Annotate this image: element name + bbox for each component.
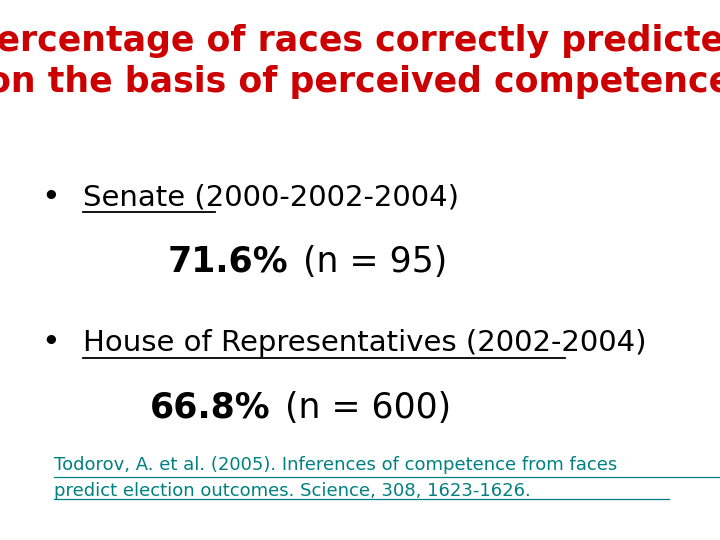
Text: •: •: [41, 181, 60, 213]
Text: Todorov, A. et al. (2005). Inferences of competence from faces
predict election : Todorov, A. et al. (2005). Inferences of…: [54, 456, 617, 500]
Text: House of Representatives (2002-2004): House of Representatives (2002-2004): [83, 329, 647, 357]
Text: Percentage of races correctly predicted
on the basis of perceived competence: Percentage of races correctly predicted …: [0, 24, 720, 99]
Text: 66.8%: 66.8%: [149, 391, 270, 424]
Text: (n = 95): (n = 95): [292, 245, 447, 279]
Text: 71.6%: 71.6%: [167, 245, 288, 279]
Text: •: •: [41, 327, 60, 359]
Text: Senate (2000-2002-2004): Senate (2000-2002-2004): [83, 183, 459, 211]
Text: (n = 600): (n = 600): [274, 391, 451, 424]
